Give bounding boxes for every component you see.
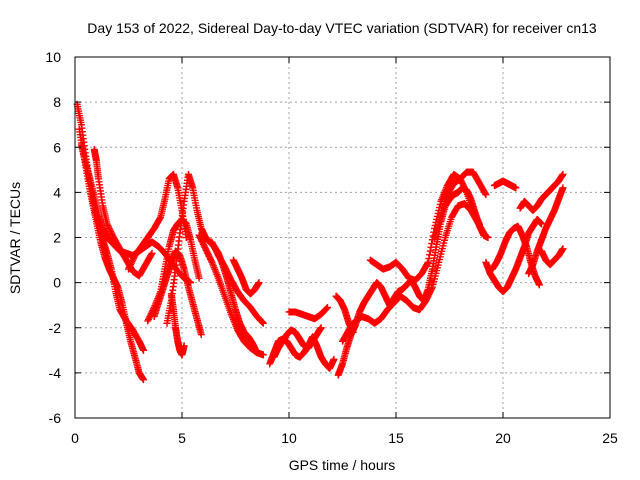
y-tick-label: 2: [53, 230, 61, 246]
data-point: [424, 258, 432, 266]
data-point: [349, 328, 357, 336]
y-tick-label: 10: [45, 49, 61, 65]
data-point: [139, 346, 147, 354]
y-tick-label: 0: [53, 275, 61, 291]
data-point: [559, 245, 567, 253]
data-point: [535, 281, 543, 289]
data-point: [462, 187, 470, 195]
series-arc-25: [525, 184, 567, 278]
grid: [75, 57, 610, 418]
x-tick-label: 5: [178, 430, 186, 446]
x-axis-label: GPS time / hours: [289, 457, 396, 473]
series-arc-14: [270, 324, 325, 361]
y-tick-label: 4: [53, 184, 61, 200]
y-tick-label: 6: [53, 139, 61, 155]
data-point: [427, 243, 435, 251]
y-tick-label: -4: [49, 365, 62, 381]
series-arc-8: [150, 247, 205, 339]
data-point: [323, 304, 331, 312]
data-point: [480, 229, 488, 237]
data-point: [330, 355, 338, 363]
data-point: [428, 240, 436, 248]
data-point: [148, 249, 156, 257]
x-tick-label: 15: [388, 430, 404, 446]
x-tick-label: 0: [71, 430, 79, 446]
data-point: [538, 220, 546, 228]
data-point: [259, 318, 267, 326]
data-point: [482, 191, 490, 199]
x-tick-label: 10: [281, 430, 297, 446]
series-arc-26: [332, 292, 357, 336]
series-arc-12: [229, 256, 263, 298]
data-point: [479, 228, 487, 236]
series-arc-19: [431, 168, 490, 241]
data-point: [512, 184, 520, 192]
data-point: [259, 319, 267, 327]
data-point: [207, 257, 215, 265]
data-point: [180, 342, 188, 350]
data-point: [559, 184, 567, 192]
y-axis-label: SDTVAR / TECUs: [7, 182, 23, 294]
data-point: [255, 279, 263, 287]
series-arc-10: [195, 231, 267, 359]
data-point: [195, 274, 203, 282]
data-point: [426, 251, 434, 259]
data-point: [428, 285, 436, 293]
series-arc-15: [285, 303, 332, 323]
y-tick-label: 8: [53, 94, 61, 110]
y-tick-label: -6: [49, 410, 62, 426]
data-points: [73, 100, 567, 384]
series-arc-6: [144, 215, 203, 325]
data-point: [324, 303, 332, 311]
series-arc-22: [488, 222, 543, 289]
data-point: [425, 255, 433, 263]
series-arc-24: [538, 245, 567, 269]
series-arc-9: [167, 290, 188, 359]
data-point: [426, 247, 434, 255]
data-point: [147, 251, 155, 259]
data-point: [317, 324, 325, 332]
series-arc-21: [482, 215, 546, 296]
series-arc-11: [208, 238, 267, 327]
data-point: [423, 260, 431, 268]
series-arc-4: [90, 146, 156, 280]
data-point: [484, 234, 492, 241]
data-point: [156, 214, 164, 222]
tick-labels: 0 5 10 15 20 25 -6 -4 -2 0 2 4 6 8 10: [45, 49, 618, 446]
data-point: [259, 351, 267, 359]
axis-ticks: [74, 56, 611, 419]
data-point: [139, 376, 147, 384]
data-point: [475, 218, 483, 226]
series-arc-23: [516, 170, 567, 214]
y-tick-label: -2: [49, 320, 62, 336]
chart-title: Day 153 of 2022, Sidereal Day-to-day VTE…: [87, 20, 597, 36]
data-point: [481, 189, 489, 197]
data-point: [197, 331, 205, 339]
data-point: [322, 305, 330, 313]
x-tick-label: 20: [495, 430, 511, 446]
x-tick-label: 25: [602, 430, 618, 446]
data-point: [475, 220, 483, 228]
data-point: [559, 170, 567, 178]
series-arc-17: [339, 200, 488, 345]
series-arc-20: [490, 177, 520, 192]
data-point: [258, 318, 266, 326]
